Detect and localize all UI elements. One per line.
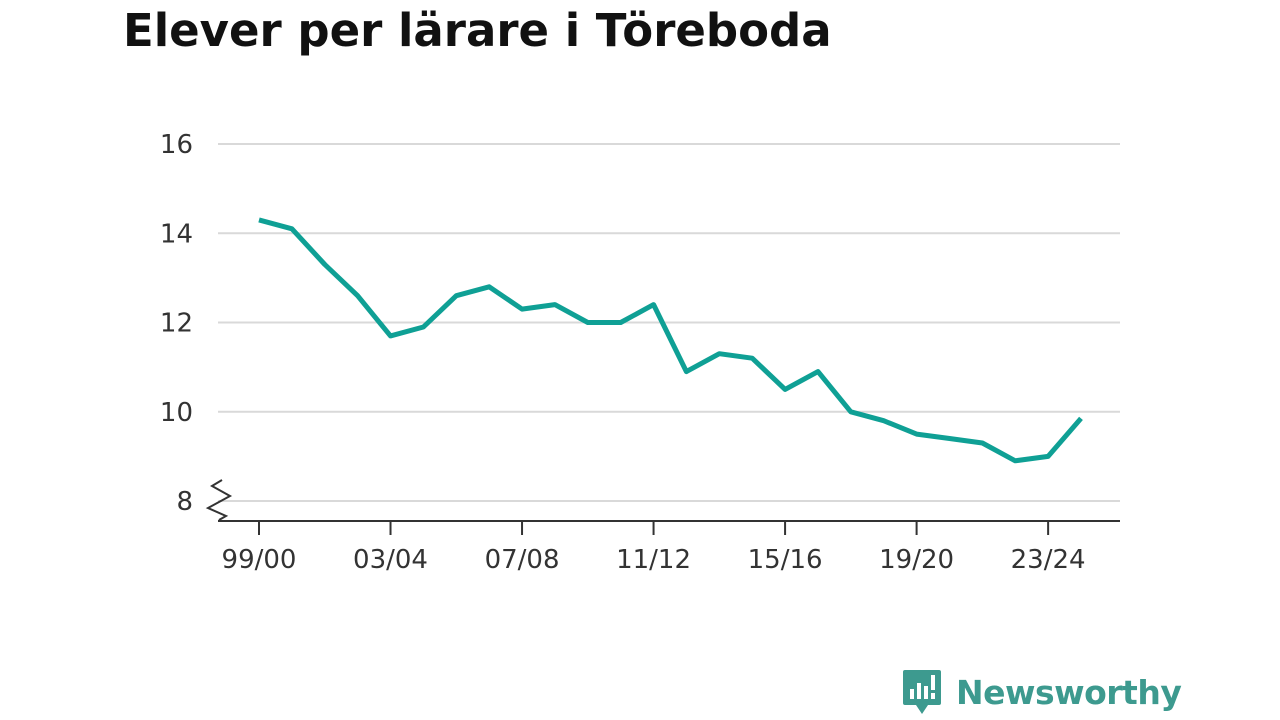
y-tick-label: 14: [160, 219, 193, 249]
x-tick-label: 07/08: [485, 545, 560, 575]
y-tick-label: 8: [176, 487, 193, 517]
y-axis-break-icon: [205, 479, 233, 521]
y-axis-tick-labels: 8 10 12 14 16: [160, 130, 193, 517]
x-tick-label: 23/24: [1011, 545, 1086, 575]
x-tick-label: 99/00: [222, 545, 297, 575]
newsworthy-logo-icon: [903, 670, 941, 714]
x-tick-label: 15/16: [748, 545, 823, 575]
x-axis: 99/00 03/04 07/08 11/12 15/16 19/20 23/24: [218, 520, 1120, 575]
gridlines: [218, 143, 1120, 502]
axis-break-zigzag: [205, 479, 233, 521]
brand-logo: Newsworthy: [902, 670, 1182, 714]
chart-title: Elever per lärare i Töreboda: [123, 4, 832, 57]
series-line: [258, 217, 1083, 464]
y-tick-label: 10: [160, 398, 193, 428]
x-tick-label: 03/04: [353, 545, 428, 575]
x-tick-label: 19/20: [879, 545, 954, 575]
y-tick-label: 12: [160, 309, 193, 339]
y-tick-label: 16: [160, 130, 193, 160]
series-group: [258, 217, 1083, 464]
x-tick-label: 11/12: [616, 545, 691, 575]
brand-name: Newsworthy: [956, 672, 1182, 712]
